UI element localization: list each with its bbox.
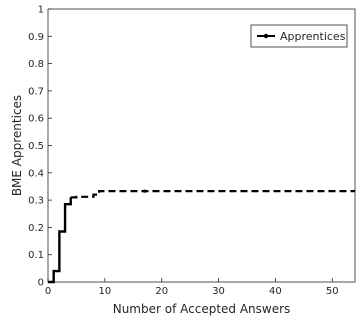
legend-marker — [263, 33, 269, 39]
x-tick-label: 0 — [45, 286, 51, 297]
y-tick-label: 0.1 — [28, 250, 44, 261]
series-layer — [48, 189, 355, 284]
x-tick-label: 20 — [155, 286, 168, 297]
y-tick-label: 0.9 — [28, 32, 44, 43]
legend-label: Apprentices — [280, 30, 346, 43]
y-tick-label: 0.6 — [28, 114, 44, 125]
x-tick-label: 10 — [98, 286, 111, 297]
x-axis: 0 10 20 30 40 50 — [45, 278, 339, 297]
y-tick-label: 0.7 — [28, 86, 44, 97]
plot-area — [47, 8, 356, 283]
y-tick-label: 0.3 — [28, 196, 44, 207]
y-tick-label: 0 — [38, 278, 44, 289]
y-tick-label: 0.5 — [28, 141, 44, 152]
x-tick-label: 50 — [326, 286, 339, 297]
series-line-solid — [48, 197, 72, 284]
y-axis: 0 0.1 0.2 0.3 0.4 0.5 0.6 0.7 0.8 0.9 1 — [28, 5, 52, 289]
y-tick-label: 1 — [38, 5, 44, 16]
y-tick-label: 0.4 — [28, 168, 44, 179]
x-tick-label: 40 — [269, 286, 282, 297]
y-tick-label: 0.2 — [28, 223, 44, 234]
y-tick-label: 0.8 — [28, 59, 44, 70]
series-marker — [143, 189, 147, 193]
legend-box — [250, 24, 348, 48]
x-tick-label: 30 — [212, 286, 225, 297]
legend: Apprentices — [250, 24, 348, 48]
y-axis-title: BME Apprentices — [10, 95, 24, 196]
series-line-dashed — [70, 189, 355, 199]
x-axis-title: Number of Accepted Answers — [113, 302, 291, 316]
plot-border — [47, 8, 356, 283]
